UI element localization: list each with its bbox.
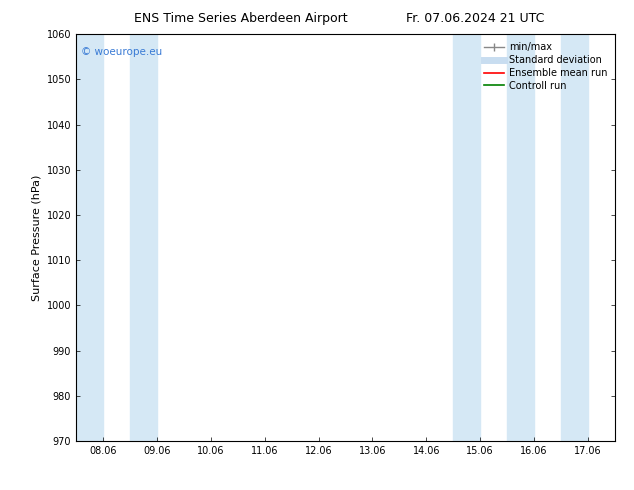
Bar <box>76 34 103 441</box>
Text: ENS Time Series Aberdeen Airport: ENS Time Series Aberdeen Airport <box>134 12 347 25</box>
Text: © woeurope.eu: © woeurope.eu <box>81 47 163 56</box>
Y-axis label: Surface Pressure (hPa): Surface Pressure (hPa) <box>31 174 41 301</box>
Bar <box>453 34 481 441</box>
Bar <box>561 34 588 441</box>
Text: Fr. 07.06.2024 21 UTC: Fr. 07.06.2024 21 UTC <box>406 12 545 25</box>
Bar <box>507 34 534 441</box>
Bar <box>130 34 157 441</box>
Legend: min/max, Standard deviation, Ensemble mean run, Controll run: min/max, Standard deviation, Ensemble me… <box>481 39 610 94</box>
